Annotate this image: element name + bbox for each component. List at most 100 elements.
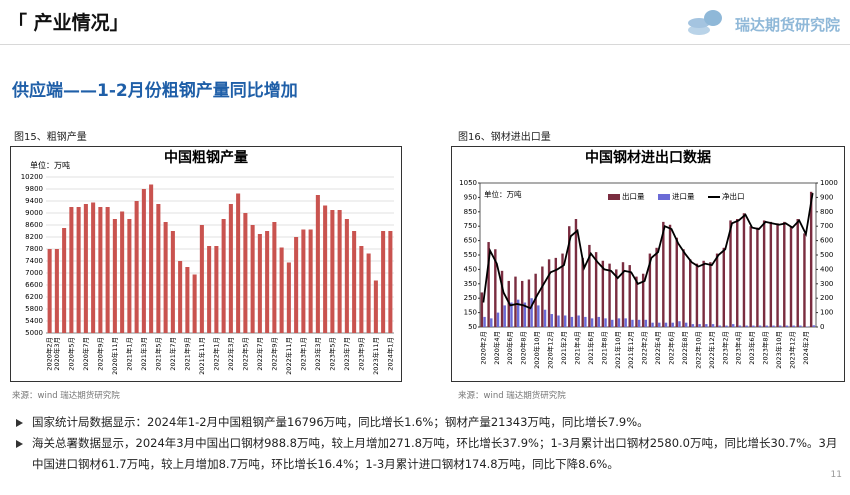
bar [792,325,795,327]
y-tick-label: 250 [464,294,477,302]
bar [265,231,270,333]
bar [745,325,748,327]
bar [722,247,726,327]
bar [736,219,739,327]
bar [236,193,241,333]
x-tick-label: 2021年1月 [124,337,133,371]
bar [514,276,517,327]
bar [199,225,204,333]
bar [359,246,364,333]
x-tick-label: 2022年12月 [707,331,716,369]
bar [554,257,558,327]
bar [789,226,793,327]
bar [758,325,762,327]
x-tick-label: 2022年9月 [269,337,278,371]
bar [577,315,580,327]
bar [381,231,386,333]
bar [308,229,313,333]
bar [608,263,611,327]
bar [294,237,299,333]
bar [581,257,584,327]
bar [373,280,378,333]
bar [568,226,571,327]
figure-caption: 图15、粗钢产量 [14,132,87,143]
bar [601,260,605,327]
x-tick-label: 2022年10月 [693,331,702,369]
bar [803,233,806,327]
x-tick-label: 2020年5月 [66,337,75,371]
bar [621,262,625,327]
x-tick-label: 2022年8月 [680,331,689,365]
chart-frame [451,146,845,382]
x-tick-label: 2023年2月 [720,331,729,365]
bar [664,322,668,327]
header-title: 「 产业情况」 [8,12,129,34]
bar [702,260,705,327]
bar [648,253,652,327]
bar [624,318,627,327]
y-tick-label: 5000 [25,329,43,337]
bar [534,273,537,327]
bar [127,219,132,333]
header-rule [0,44,850,45]
bar [752,325,755,327]
bar [732,324,735,327]
x-tick-label: 2023年12月 [787,331,796,369]
x-tick-label: 2021年2月 [559,331,568,365]
source-note: 来源：wind 瑞达期货研究院 [458,391,566,401]
line [482,192,814,310]
x-tick-label: 2020年10月 [532,331,541,369]
bar [337,210,342,333]
x-tick-label: 2022年6月 [667,331,676,365]
bar [658,322,661,327]
bar [480,292,484,327]
bar [185,267,190,333]
x-tick-label: 2023年6月 [747,331,756,365]
bar [684,322,688,327]
bar [279,247,284,333]
bar [250,225,255,333]
bar [83,204,88,333]
bar [170,231,175,333]
x-tick-label: 2021年10月 [613,331,622,369]
bar [635,276,638,327]
bar [520,280,524,327]
bar [718,325,721,327]
bar [772,325,775,327]
bar [594,252,598,327]
bar [47,249,52,333]
y-tick-label: 650 [464,237,477,245]
bar [671,322,674,327]
bullet-list: 国家统计局数据显示：2024年1-2月中国粗钢产量16796万吨，同比增长1.6… [14,412,840,475]
bar [537,305,540,327]
bar [330,210,335,333]
y2-tick-label: 800 [820,208,833,216]
logo-text: 瑞达期货研究院 [734,16,840,34]
bar [496,312,500,327]
bar [799,325,802,327]
bar [590,318,594,327]
bar [641,273,645,327]
chart-title: 中国钢材进出口数据 [585,149,711,166]
x-tick-label: 2020年6月 [505,331,514,365]
figure-caption: 图16、钢材进出口量 [458,132,551,143]
bar [749,226,752,327]
x-tick-label: 2023年11月 [371,337,380,375]
x-tick-label: 2022年5月 [240,337,249,371]
bar [725,325,728,327]
x-tick-label: 2020年2月 [45,337,54,371]
bar [785,325,789,327]
legend-swatch [608,194,620,200]
x-tick-label: 2024年1月 [385,337,394,371]
source-note: 来源：wind 瑞达期货研究院 [12,391,120,401]
bar [178,261,183,333]
bar [487,242,490,327]
page-number: 11 [830,470,842,480]
bar [675,237,678,327]
x-tick-label: 2022年11月 [284,337,293,375]
bar [221,219,226,333]
bar [207,246,212,333]
bar [688,259,692,327]
